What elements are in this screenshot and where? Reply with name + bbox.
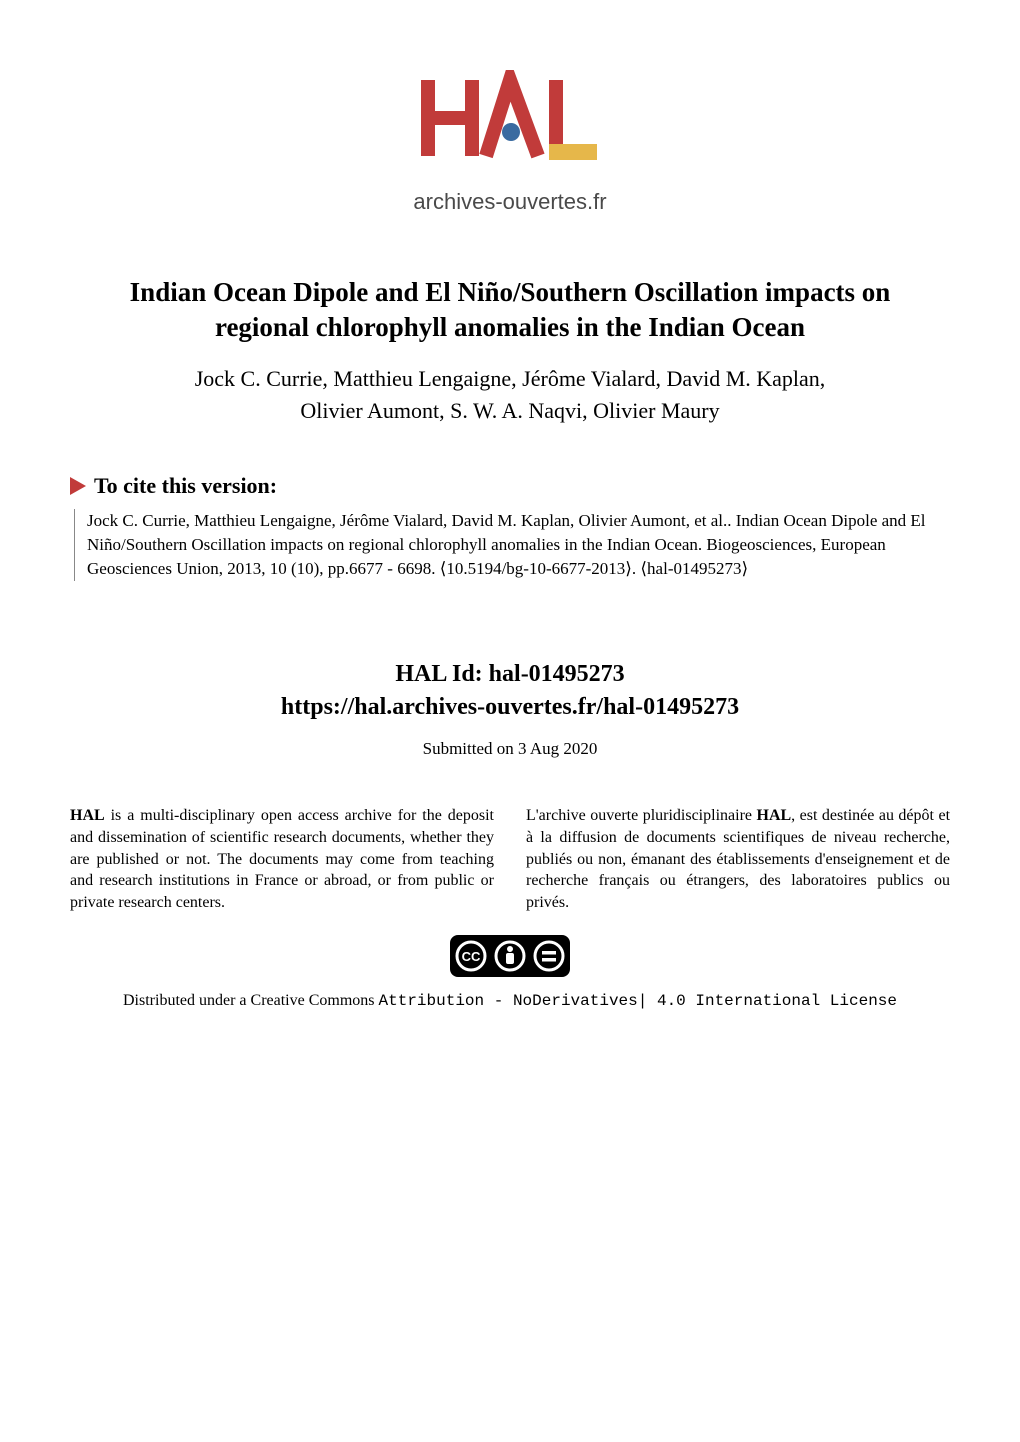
hal-logo-site-text: archives-ouvertes.fr — [70, 189, 950, 215]
description-left: HAL is a multi-disciplinary open access … — [70, 805, 494, 913]
hal-logo-icon — [410, 70, 610, 180]
triangle-right-icon — [70, 477, 86, 495]
hal-id: HAL Id: hal-01495273 — [70, 661, 950, 688]
cite-header: To cite this version: — [70, 473, 950, 499]
license-pre: Distributed under a Creative Commons — [123, 992, 379, 1009]
submitted-date: Submitted on 3 Aug 2020 — [70, 739, 950, 759]
paper-title: Indian Ocean Dipole and El Niño/Southern… — [100, 275, 920, 345]
cite-label: To cite this version: — [94, 473, 277, 499]
desc-right-pre: L'archive ouverte pluridisciplinaire — [526, 807, 757, 824]
authors-line-1: Jock C. Currie, Matthieu Lengaigne, Jérô… — [195, 366, 826, 391]
citation-text: Jock C. Currie, Matthieu Lengaigne, Jérô… — [74, 509, 950, 581]
hal-logo-block: archives-ouvertes.fr — [70, 70, 950, 215]
desc-right-lead: HAL — [757, 807, 792, 824]
desc-left-lead: HAL — [70, 807, 105, 824]
authors-line-2: Olivier Aumont, S. W. A. Naqvi, Olivier … — [300, 398, 719, 423]
license-link[interactable]: Attribution - NoDerivatives| 4.0 Interna… — [379, 992, 897, 1010]
description-columns: HAL is a multi-disciplinary open access … — [70, 805, 950, 913]
hal-id-block: HAL Id: hal-01495273 https://hal.archive… — [70, 661, 950, 721]
hal-url-link[interactable]: https://hal.archives-ouvertes.fr/hal-014… — [281, 694, 739, 720]
cc-badge-row: CC — [70, 935, 950, 982]
desc-left-body: is a multi-disciplinary open access arch… — [70, 807, 494, 910]
svg-text:CC: CC — [462, 949, 481, 964]
cc-by-nd-icon: CC — [450, 935, 570, 977]
license-text: Distributed under a Creative Commons Att… — [70, 990, 950, 1013]
paper-authors: Jock C. Currie, Matthieu Lengaigne, Jérô… — [120, 363, 900, 427]
hal-url[interactable]: https://hal.archives-ouvertes.fr/hal-014… — [70, 694, 950, 721]
description-right: L'archive ouverte pluridisciplinaire HAL… — [526, 805, 950, 913]
